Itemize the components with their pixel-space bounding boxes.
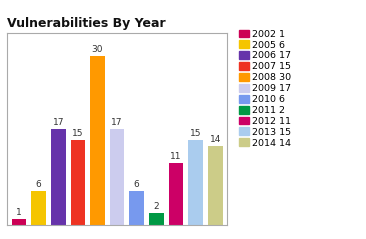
Text: 11: 11 [170,152,182,161]
Text: 2: 2 [153,202,159,211]
Text: 15: 15 [190,129,201,138]
Text: 1: 1 [16,208,22,217]
Bar [31,191,46,225]
Bar [169,163,183,225]
Bar [188,140,203,225]
Bar [208,146,223,225]
Text: 15: 15 [72,129,84,138]
Bar [12,219,26,225]
Text: 30: 30 [92,45,103,54]
Legend: 2002 1, 2005 6, 2006 17, 2007 15, 2008 30, 2009 17, 2010 6, 2011 2, 2012 11, 201: 2002 1, 2005 6, 2006 17, 2007 15, 2008 3… [238,29,292,148]
Text: 6: 6 [134,180,139,189]
Bar [149,213,164,225]
Bar [51,129,66,225]
Text: Vulnerabilities By Year: Vulnerabilities By Year [7,17,166,30]
Bar [110,129,124,225]
Text: 6: 6 [36,180,42,189]
Bar [129,191,144,225]
Text: 17: 17 [111,118,123,127]
Text: 14: 14 [209,135,221,144]
Text: 17: 17 [53,118,64,127]
Bar [71,140,85,225]
Bar [90,56,105,225]
